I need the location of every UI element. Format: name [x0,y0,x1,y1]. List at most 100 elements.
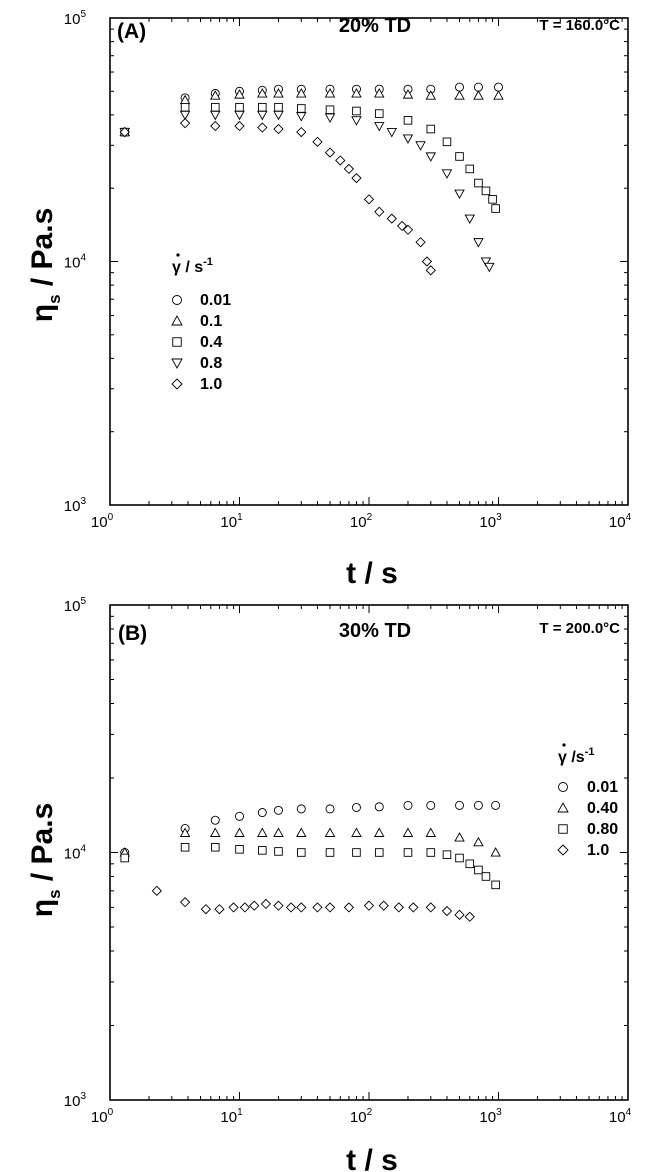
y-tick-label: 103 [64,496,87,515]
y-tick-label-base: 10 [64,255,81,272]
data-point [454,909,465,920]
data-series-group [119,800,501,922]
y-axis-title: ηs / Pa.s [26,208,64,323]
data-point [273,805,283,815]
data-point [465,859,475,869]
plot-frame [109,604,629,1101]
data-point [494,82,504,92]
data-point [402,224,414,235]
data-point [274,847,283,856]
data-point [258,846,267,855]
data-point [481,872,491,881]
data-point [210,827,221,837]
data-point [351,172,362,184]
data-point [465,164,475,174]
x-tick-label-exponent: 4 [626,512,632,523]
x-tick-label-exponent: 2 [367,512,373,523]
data-point [296,112,307,122]
data-point [481,186,491,196]
legend-marker [557,802,569,813]
data-point [210,120,221,132]
x-tick-label: 100 [91,1107,114,1126]
y-tick-label: 105 [64,596,87,615]
data-point [257,827,268,837]
data-point [120,853,130,863]
data-point [210,90,221,100]
data-point [402,827,414,837]
series-0.1 [119,88,504,137]
data-point [235,102,244,112]
data-point [235,845,244,854]
y-tick-label-exponent: 4 [80,253,86,264]
y-axis-title-units: / Pa.s [26,803,59,890]
data-point [200,904,212,915]
data-point [473,90,484,100]
y-tick-label-base: 10 [64,598,81,615]
y-tick-label: 103 [64,1091,87,1110]
data-point [425,265,436,276]
data-point [297,104,306,113]
legend-title-dot [176,253,180,257]
x-tick-label-base: 10 [91,1109,108,1126]
data-point [179,110,191,121]
chart-title: 30% TD [339,620,411,642]
temperature-label: T = 200.0°C [539,620,620,637]
data-point [396,220,408,232]
data-point [393,902,404,913]
data-point [491,880,500,890]
data-point [351,802,361,812]
legend-title-units: / s [181,259,203,276]
data-point [179,118,191,129]
y-tick-label-base: 10 [64,846,81,863]
data-point [474,178,483,188]
x-tick-label: 101 [220,512,243,531]
x-tick-label-base: 10 [91,514,108,531]
data-point [296,126,307,138]
x-tick-label-base: 10 [609,1109,626,1126]
data-point [408,902,419,913]
series-0.01 [120,82,504,137]
x-tick-label-exponent: 2 [367,1107,373,1118]
data-point [373,827,385,837]
data-point [441,169,453,179]
temperature-label: T = 160.0°C [539,17,620,34]
x-tick-label-base: 10 [220,1109,237,1126]
data-point [234,110,245,121]
x-tick-label-base: 10 [609,514,626,531]
data-point [442,850,452,859]
legend-label: 0.1 [200,313,222,330]
data-point [402,134,414,144]
y-tick-label-base: 10 [64,498,81,515]
legend-marker [171,315,183,326]
data-point [325,848,335,857]
data-point [403,800,413,810]
data-point [325,105,335,115]
panel-label: (A) [117,20,146,43]
x-tick-label: 100 [91,512,114,531]
data-point [363,194,375,205]
legend-title-symbol: γ [172,259,181,276]
data-point [403,848,413,857]
x-tick-label: 103 [479,512,502,531]
data-point [343,902,355,913]
data-point [454,189,465,200]
data-point [473,800,483,810]
series-0.8 [119,110,495,273]
data-point [324,88,336,98]
data-point [257,110,268,121]
axis-ticks [109,18,628,506]
legend-label: 0.01 [587,779,618,796]
data-point [454,90,465,100]
data-point [234,89,245,99]
data-point [285,902,297,913]
x-tick-label: 102 [350,512,373,531]
x-tick-label: 104 [609,512,632,531]
data-point [386,128,398,138]
data-point [374,109,384,118]
x-tick-label-base: 10 [220,514,237,531]
data-point [454,832,465,842]
data-point [343,163,355,175]
legend-title: γ /s-1 [558,746,594,766]
x-tick-label: 103 [479,1107,502,1126]
